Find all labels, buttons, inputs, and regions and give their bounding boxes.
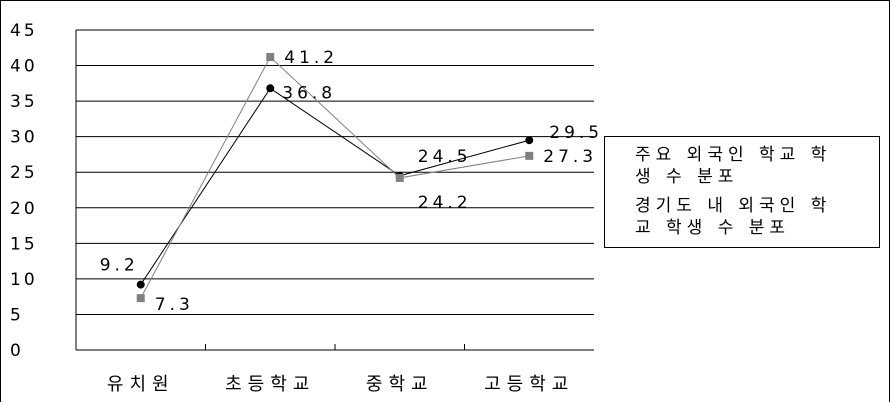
x-tick-label: 고등학교: [484, 374, 574, 395]
legend-label-line2: 교 학생 수 분포: [635, 218, 791, 238]
data-label: 9.2: [100, 256, 139, 276]
data-label: 29.5: [549, 123, 603, 143]
y-axis-ticks: 0 5 10 15 20 25 30 35 40 45: [10, 21, 38, 361]
data-point: [395, 173, 404, 182]
series-line: [140, 87, 530, 285]
data-point: [525, 136, 534, 145]
legend-item-series-1: 주요 외국인 학교 학 생 수 분포: [613, 144, 879, 188]
data-point: [136, 294, 145, 303]
y-tick-label: 0: [10, 341, 24, 361]
x-tick-label: 유치원: [107, 374, 175, 395]
x-tick-label: 초등학교: [225, 374, 315, 395]
series-lines: [136, 53, 534, 303]
x-tick-label: 중학교: [366, 374, 434, 395]
data-label: 24.5: [418, 147, 472, 167]
data-point: [266, 84, 275, 93]
y-tick-label: 15: [10, 234, 38, 254]
gridlines: [75, 29, 594, 350]
data-point: [525, 151, 534, 160]
data-label: 41.2: [284, 48, 338, 68]
data-point: [266, 53, 275, 62]
series-line: [140, 56, 530, 299]
y-tick-label: 35: [10, 92, 38, 112]
y-tick-label: 10: [10, 270, 38, 290]
data-labels: 9.2 36.8 24.5 29.5 7.3 41.2 24.2 27.3: [100, 48, 603, 315]
y-tick-label: 20: [10, 199, 38, 219]
y-tick-label: 45: [10, 21, 38, 41]
data-label: 27.3: [543, 147, 597, 167]
x-axis: 유치원 초등학교 중학교 고등학교: [76, 344, 594, 395]
y-tick-label: 30: [10, 128, 38, 148]
y-tick-label: 5: [10, 305, 24, 325]
y-tick-label: 25: [10, 163, 38, 183]
y-tick-label: 40: [10, 57, 38, 77]
data-point: [136, 280, 145, 289]
legend-label-line2: 생 수 분포: [635, 167, 739, 187]
legend: 주요 외국인 학교 학 생 수 분포 경기도 내 외국인 학 교 학생 수 분포: [604, 136, 880, 248]
legend-label-line1: 주요 외국인 학교 학: [635, 145, 832, 165]
legend-label-line1: 경기도 내 외국인 학: [635, 196, 832, 216]
data-label: 7.3: [155, 295, 194, 315]
data-label: 24.2: [418, 193, 472, 213]
legend-item-series-2: 경기도 내 외국인 학 교 학생 수 분포: [613, 195, 879, 239]
data-label: 36.8: [282, 83, 336, 103]
